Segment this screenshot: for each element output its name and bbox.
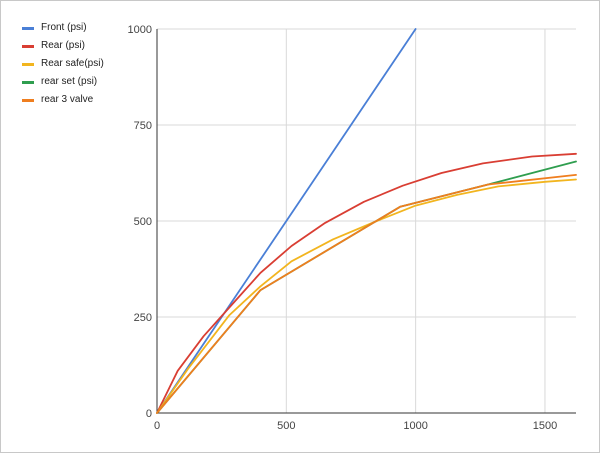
legend-label: rear 3 valve [41,94,94,105]
series-line-rear-psi [156,152,577,414]
legend-label: rear set (psi) [41,76,98,87]
legend-swatch [22,27,34,30]
grid-lines [157,28,576,413]
series-line-rear-set-psi [156,160,577,414]
x-tick-label: 1500 [533,420,557,432]
y-tick-label: 0 [146,408,152,420]
legend-label: Rear safe(psi) [41,58,104,69]
legend-swatch [22,45,34,48]
legend-swatch [22,99,34,102]
series-lines [156,28,577,414]
x-tick-label: 500 [277,420,295,432]
legend-label: Rear (psi) [41,40,85,51]
y-tick-label: 250 [134,312,152,324]
axes [156,29,576,414]
legend-swatch [22,63,34,66]
tick-labels: 0 500 1000 1500 0 250 500 750 1000 [128,24,558,432]
y-tick-label: 1000 [128,24,152,36]
legend-swatch [22,81,34,84]
x-tick-label: 0 [154,420,160,432]
x-tick-label: 1000 [403,420,427,432]
y-tick-label: 500 [134,216,152,228]
y-tick-label: 750 [134,120,152,132]
legend-label: Front (psi) [41,22,87,33]
series-line-rear-safe-psi [156,178,577,414]
series-line-front-psi [156,28,417,414]
series-line-rear-3-valve [156,173,577,414]
